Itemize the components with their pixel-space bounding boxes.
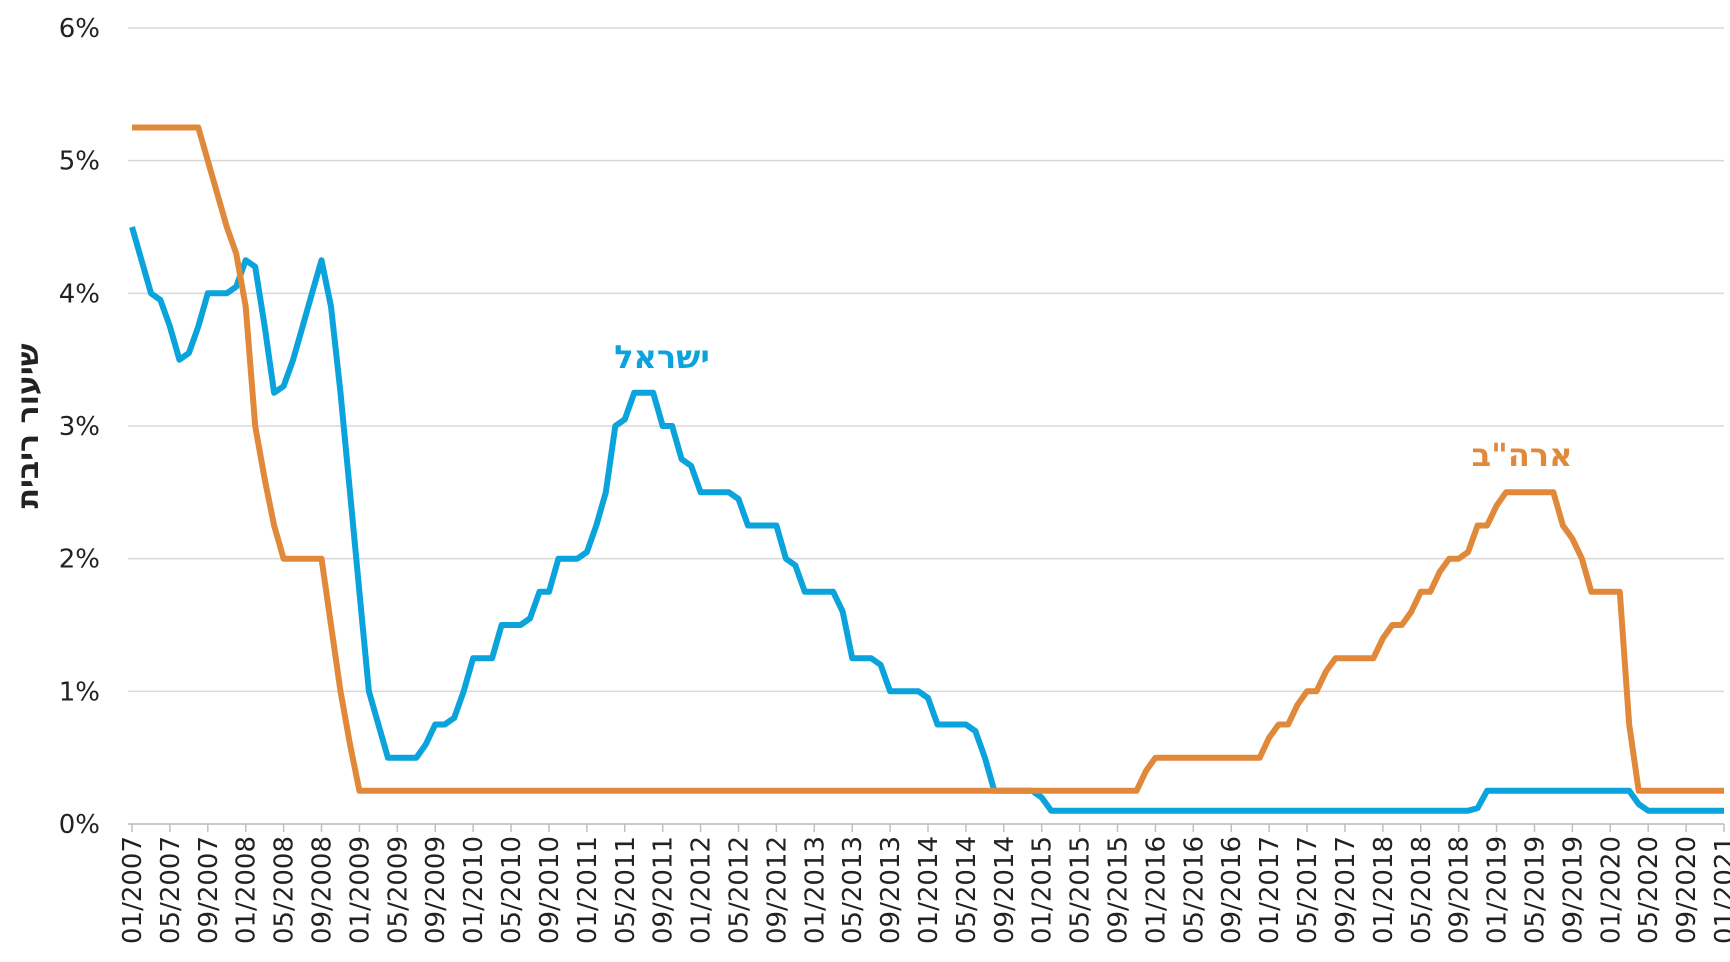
x-tick-label: 01/2007 xyxy=(118,836,148,944)
x-tick-label: 09/2009 xyxy=(421,836,451,944)
x-tick-label: 01/2020 xyxy=(1596,836,1626,944)
x-tick-label: 09/2014 xyxy=(990,836,1020,944)
x-tick-label: 05/2020 xyxy=(1634,836,1664,944)
x-tick-label: 09/2019 xyxy=(1558,836,1588,944)
x-tick-label: 01/2017 xyxy=(1255,836,1285,944)
x-tick-label: 09/2010 xyxy=(535,836,565,944)
y-tick-label: 2% xyxy=(59,545,100,575)
x-tick-label: 09/2018 xyxy=(1445,836,1475,944)
y-axis-label: שיעור ריבית xyxy=(11,343,46,508)
x-tick-label: 05/2012 xyxy=(724,836,754,944)
x-tick-label: 09/2017 xyxy=(1331,836,1361,944)
series-label: ישראל xyxy=(614,338,710,376)
x-tick-label: 05/2016 xyxy=(1179,836,1209,944)
x-tick-label: 05/2018 xyxy=(1407,836,1437,944)
y-tick-label: 4% xyxy=(59,279,100,309)
y-tick-label: 3% xyxy=(59,412,100,442)
x-tick-label: 01/2021 xyxy=(1710,836,1730,944)
x-tick-label: 01/2009 xyxy=(345,836,375,944)
y-tick-label: 0% xyxy=(59,810,100,840)
x-tick-label: 05/2009 xyxy=(383,836,413,944)
series-line xyxy=(129,226,1724,814)
x-tick-label: 09/2011 xyxy=(649,836,679,944)
x-tick-label: 01/2015 xyxy=(1028,836,1058,944)
x-tick-label: 05/2015 xyxy=(1066,836,1096,944)
x-tick-label: 01/2014 xyxy=(914,836,944,944)
x-tick-label: 01/2016 xyxy=(1141,836,1171,944)
x-tick-label: 01/2019 xyxy=(1483,836,1513,944)
x-tick-label: 05/2008 xyxy=(270,836,300,944)
x-tick-label: 01/2010 xyxy=(459,836,489,944)
x-tick-label: 09/2007 xyxy=(194,836,224,944)
x-tick-label: 05/2013 xyxy=(838,836,868,944)
x-tick-label: 09/2015 xyxy=(1104,836,1134,944)
x-tick-label: 01/2011 xyxy=(573,836,603,944)
x-tick-label: 01/2018 xyxy=(1369,836,1399,944)
x-tick-label: 01/2013 xyxy=(800,836,830,944)
x-tick-label: 09/2016 xyxy=(1217,836,1247,944)
x-tick-label: 09/2013 xyxy=(876,836,906,944)
x-tick-label: 05/2017 xyxy=(1293,836,1323,944)
y-tick-label: 5% xyxy=(59,147,100,177)
x-tick-label: 05/2011 xyxy=(611,836,641,944)
series-label: ארה"ב xyxy=(1472,436,1573,474)
x-tick-label: 09/2012 xyxy=(762,836,792,944)
x-tick-label: 09/2020 xyxy=(1672,836,1702,944)
x-tick-label: 01/2012 xyxy=(687,836,717,944)
x-tick-label: 01/2008 xyxy=(232,836,262,944)
x-tick-label: 09/2008 xyxy=(308,836,338,944)
x-tick-label: 05/2010 xyxy=(497,836,527,944)
y-tick-label: 6% xyxy=(59,14,100,44)
y-tick-label: 1% xyxy=(59,677,100,707)
x-tick-label: 05/2007 xyxy=(156,836,186,944)
x-tick-label: 05/2014 xyxy=(952,836,982,944)
x-tick-label: 05/2019 xyxy=(1520,836,1550,944)
series-line xyxy=(132,124,1724,794)
